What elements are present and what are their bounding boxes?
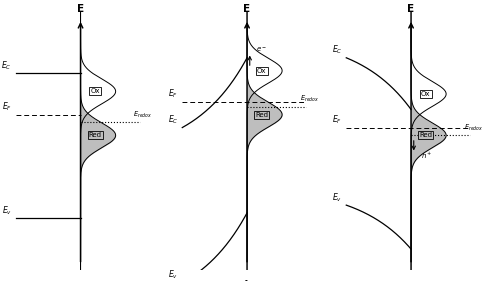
Text: E: E xyxy=(244,4,250,14)
Text: Red: Red xyxy=(419,132,432,138)
Text: Ox: Ox xyxy=(421,91,430,97)
Text: $E_F$: $E_F$ xyxy=(168,88,178,100)
Text: $E_v$: $E_v$ xyxy=(1,204,12,217)
Text: E: E xyxy=(77,4,84,14)
Text: E: E xyxy=(408,4,414,14)
Text: $E_F$: $E_F$ xyxy=(332,114,342,126)
Text: $E_F$: $E_F$ xyxy=(2,101,12,113)
Text: $h^+$: $h^+$ xyxy=(420,151,432,161)
Text: $E_{redox}$: $E_{redox}$ xyxy=(464,123,483,133)
Text: b: b xyxy=(243,280,251,281)
Text: Ox: Ox xyxy=(257,68,266,74)
Text: c: c xyxy=(408,280,414,281)
Text: Red: Red xyxy=(89,132,102,138)
Text: $E_C$: $E_C$ xyxy=(331,44,342,56)
Text: Red: Red xyxy=(255,112,268,118)
Text: $E_C$: $E_C$ xyxy=(1,60,12,72)
Text: Ox: Ox xyxy=(90,89,100,94)
Text: $e^-$: $e^-$ xyxy=(256,46,267,55)
Text: $E_{redox}$: $E_{redox}$ xyxy=(300,94,319,104)
Text: $E_v$: $E_v$ xyxy=(332,191,342,204)
Text: $E_v$: $E_v$ xyxy=(168,269,178,281)
Text: $E_{redox}$: $E_{redox}$ xyxy=(133,110,153,120)
Text: a: a xyxy=(77,280,84,281)
Text: $E_C$: $E_C$ xyxy=(167,114,178,126)
